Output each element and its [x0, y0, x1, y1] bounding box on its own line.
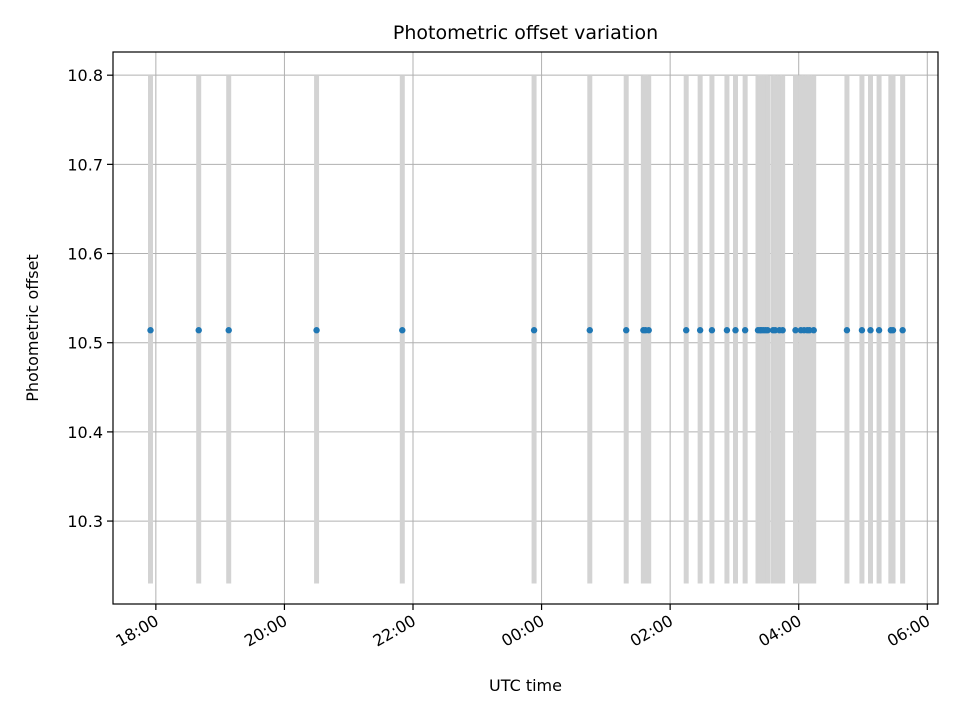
data-point	[313, 327, 320, 334]
data-point	[530, 327, 538, 334]
data-point	[195, 327, 202, 334]
y-tick-label: 10.4	[67, 423, 103, 442]
data-point	[623, 327, 630, 334]
data-point	[723, 327, 731, 334]
data-point	[708, 327, 716, 334]
data-point	[843, 327, 851, 334]
data-point	[779, 327, 786, 334]
y-tick-label: 10.5	[67, 334, 103, 353]
data-point	[858, 327, 866, 334]
data-point	[741, 327, 749, 334]
data-point	[732, 327, 739, 334]
chart-title: Photometric offset variation	[393, 22, 658, 44]
data-point	[399, 327, 406, 334]
data-point	[225, 327, 232, 334]
y-tick-label: 10.8	[67, 66, 103, 85]
data-point	[586, 327, 593, 334]
points-layer	[147, 327, 906, 334]
data-point	[810, 327, 817, 334]
data-point	[899, 327, 906, 334]
y-axis-title: Photometric offset	[23, 254, 42, 402]
data-point	[875, 327, 883, 334]
x-axis-title: UTC time	[489, 676, 562, 695]
y-tick-label: 10.3	[67, 512, 103, 531]
y-tick-label: 10.7	[67, 155, 103, 174]
data-point	[867, 327, 874, 334]
data-point	[696, 327, 704, 334]
data-point	[645, 327, 652, 334]
data-point	[683, 327, 690, 334]
y-tick-label: 10.6	[67, 245, 103, 264]
y-axis: 10.3 10.4 10.5 10.6 10.7 10.8	[67, 66, 113, 531]
data-point	[792, 327, 799, 334]
grid-layer	[113, 52, 938, 604]
plot-frame	[112, 51, 939, 605]
data-point	[764, 327, 771, 334]
data-point	[147, 327, 154, 334]
data-point	[889, 327, 897, 334]
